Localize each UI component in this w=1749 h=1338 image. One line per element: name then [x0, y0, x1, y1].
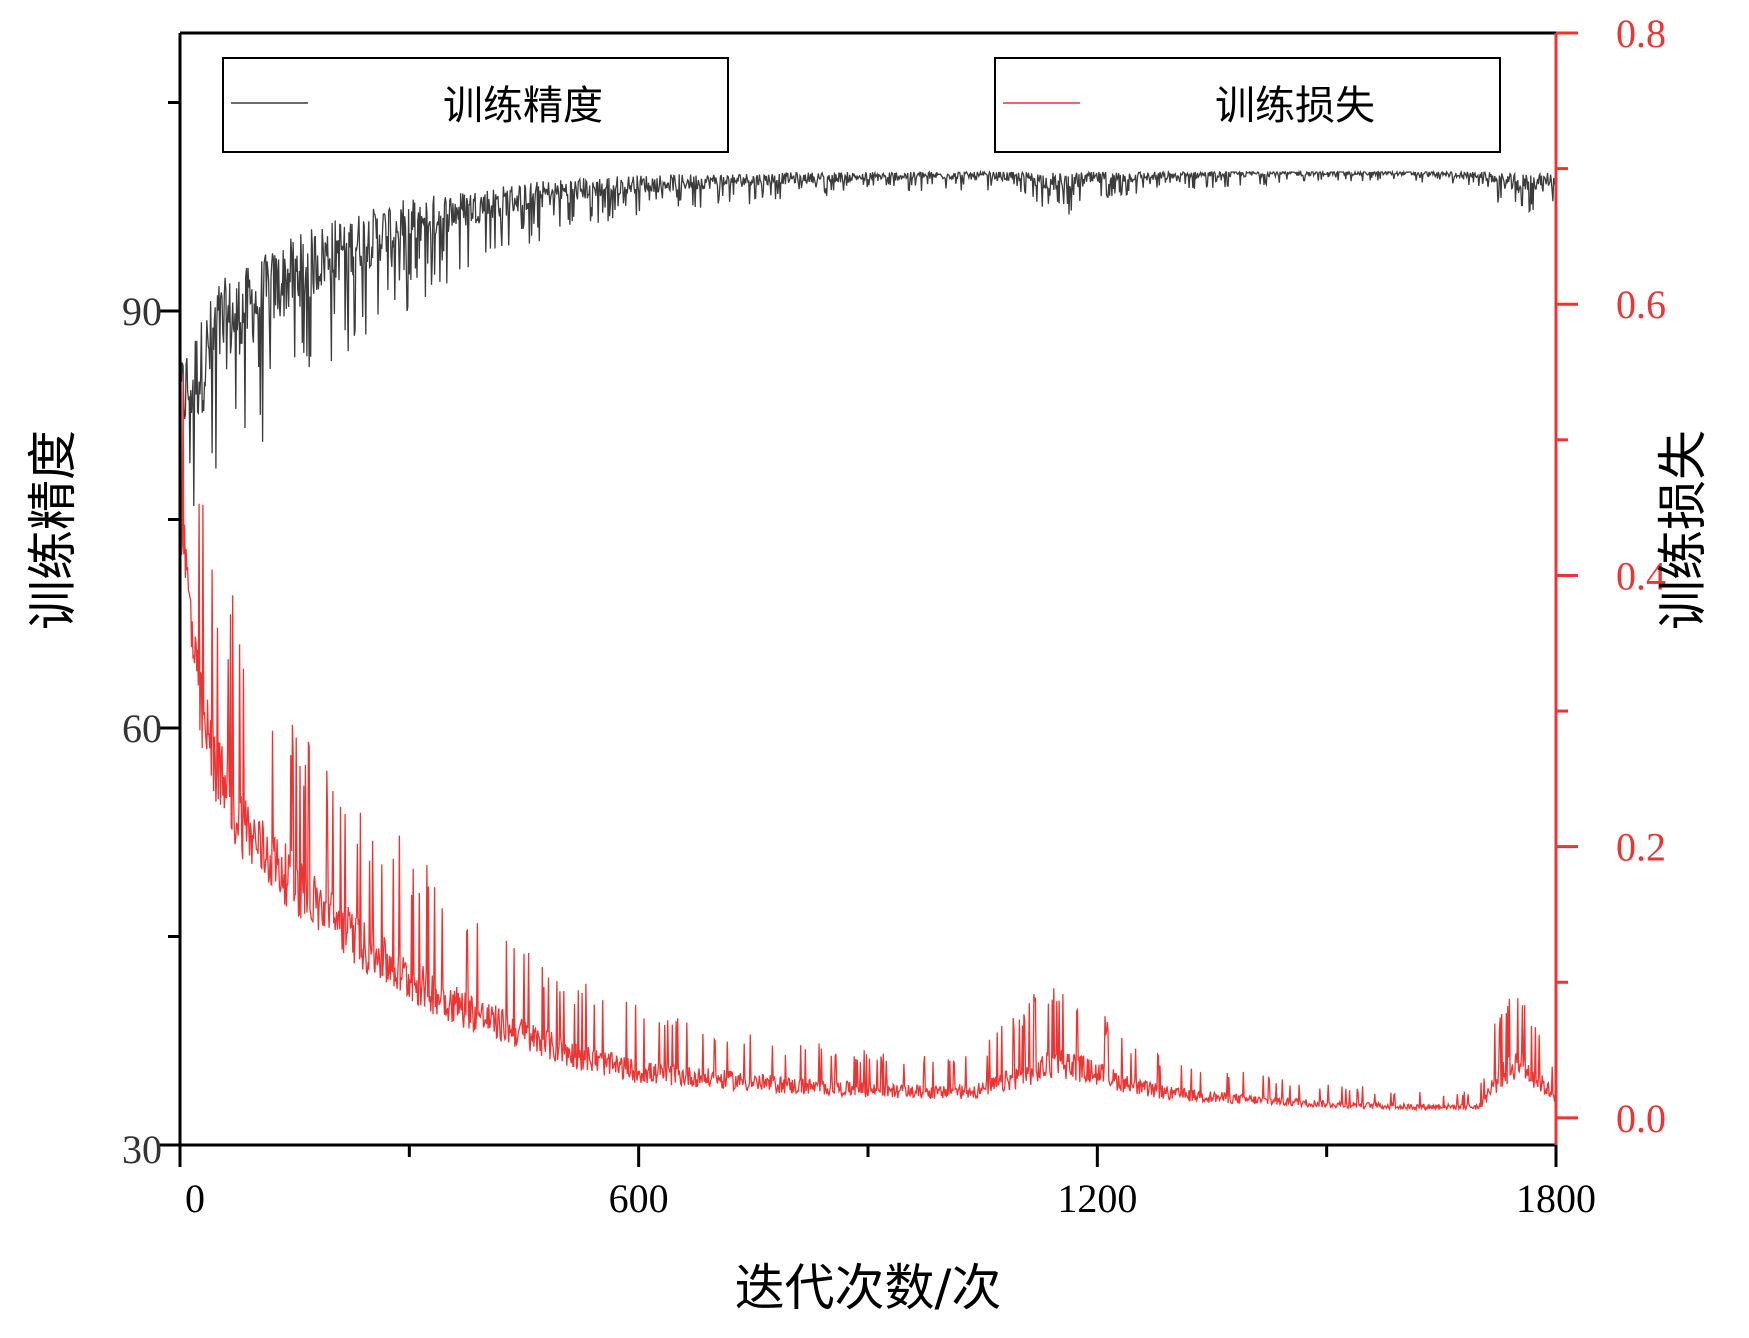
x-tick-label: 0 [185, 1176, 205, 1221]
x-axis-title: 迭代次数/次 [735, 1259, 1002, 1317]
x-tick-label: 1200 [1057, 1176, 1137, 1221]
legend-layer: 训练精度 训练损失 [222, 57, 1501, 153]
y-right-tick-label: 0.8 [1616, 11, 1666, 56]
legend-box [222, 57, 729, 153]
x-tick-label: 1800 [1516, 1176, 1596, 1221]
x-tick-label: 600 [609, 1176, 669, 1221]
legend-label: 训练损失 [1215, 83, 1375, 129]
y-right-axis-title: 训练损失 [1654, 430, 1712, 630]
series-line-accuracy [179, 169, 1557, 507]
y-left-tick-label: 30 [122, 1127, 162, 1172]
y-left-tick-label: 90 [122, 289, 162, 334]
y-left-axis-title: 训练精度 [24, 430, 82, 630]
y-right-tick-label: 0.2 [1616, 825, 1666, 870]
legend-label: 训练精度 [443, 83, 603, 129]
y-right-tick-label: 0.0 [1616, 1096, 1666, 1141]
legend-accuracy: 训练精度 [222, 57, 729, 153]
legend-box [994, 57, 1501, 153]
y-right-tick-label: 0.6 [1616, 282, 1666, 327]
series-line-loss [179, 327, 1557, 1113]
y-right-tick-label: 0.4 [1616, 553, 1666, 598]
series-layer [179, 169, 1557, 1113]
y-left-tick-label: 60 [122, 706, 162, 751]
legend-loss: 训练损失 [994, 57, 1501, 153]
axes-layer: 0 600 1200 1800 30 60 90 0.0 0.2 0.4 0.6 0.8 [122, 11, 1666, 1221]
